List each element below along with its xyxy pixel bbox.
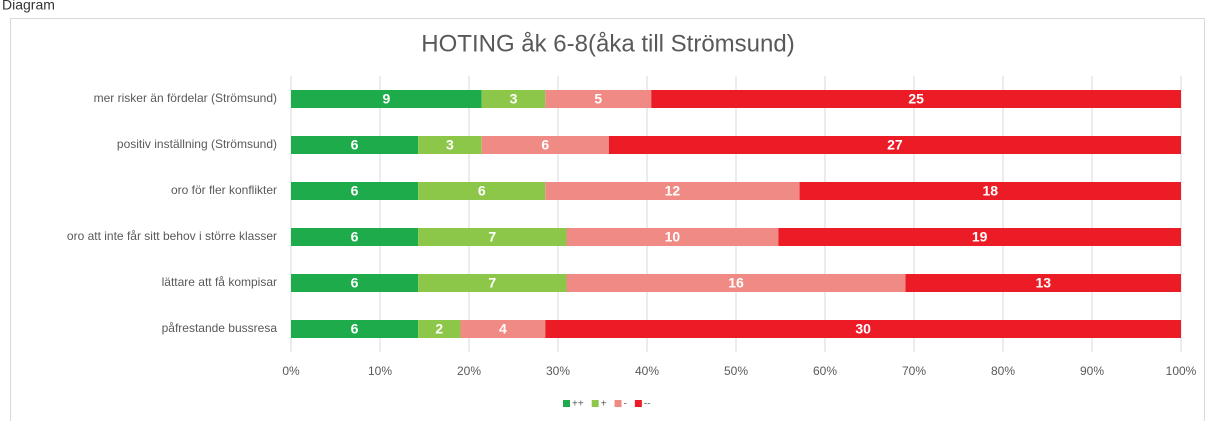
bar-segment	[778, 228, 1181, 246]
bar-segment	[418, 320, 461, 338]
bar-segment	[418, 182, 546, 200]
data-label: 2	[435, 321, 443, 337]
x-tick-label: 30%	[546, 364, 570, 378]
caption: Diagram	[2, 0, 55, 13]
x-tick-label: 0%	[282, 364, 300, 378]
y-tick-label: oro för fler konflikter	[171, 183, 277, 197]
bar-segment	[905, 274, 1181, 292]
y-tick-label: påfrestande bussresa	[162, 321, 278, 335]
data-label: 4	[499, 321, 507, 337]
x-tick-label: 10%	[368, 364, 392, 378]
data-label: 6	[351, 275, 359, 291]
data-label: 6	[541, 137, 549, 153]
data-label: 9	[382, 91, 390, 107]
bar-segment	[566, 228, 779, 246]
x-tick-label: 60%	[813, 364, 837, 378]
data-label: 16	[728, 275, 744, 291]
bar-segment	[291, 90, 482, 108]
bar-segment	[481, 90, 546, 108]
data-label: 10	[665, 229, 681, 245]
bar-segment	[291, 320, 419, 338]
chart-frame	[10, 18, 1205, 421]
x-tick-label: 80%	[991, 364, 1015, 378]
legend-label: --	[644, 399, 651, 410]
data-label: 6	[351, 229, 359, 245]
data-label: 6	[351, 183, 359, 199]
legend-swatch	[563, 400, 570, 407]
bar-segment	[291, 274, 419, 292]
bar-segment	[418, 274, 567, 292]
chart-title: HOTING åk 6-8(åka till Strömsund)	[421, 30, 794, 57]
data-label: 30	[855, 321, 871, 337]
y-tick-label: positiv inställning (Strömsund)	[117, 137, 277, 151]
x-tick-label: 20%	[457, 364, 481, 378]
data-label: 5	[594, 91, 602, 107]
bar-segment	[545, 182, 800, 200]
bar-segment	[481, 136, 609, 154]
legend-label: ++	[572, 399, 584, 410]
data-label: 27	[887, 137, 903, 153]
bar-segment	[799, 182, 1181, 200]
data-label: 6	[351, 137, 359, 153]
data-label: 7	[488, 275, 496, 291]
data-label: 6	[351, 321, 359, 337]
bar-segment	[291, 182, 419, 200]
x-tick-label: 90%	[1080, 364, 1104, 378]
bar-segment	[418, 136, 482, 154]
bar-segment	[566, 274, 906, 292]
legend-swatch	[591, 400, 599, 407]
y-tick-label: lättare att få kompisar	[162, 275, 277, 289]
data-label: 12	[665, 183, 681, 199]
legend-swatch	[634, 400, 642, 407]
bar-segment	[418, 228, 567, 246]
y-tick-label: mer risker än fördelar (Strömsund)	[94, 91, 277, 105]
legend-label: -	[624, 399, 627, 410]
y-tick-label: oro att inte får sitt behov i större kla…	[67, 229, 277, 243]
bar-segment	[545, 90, 652, 108]
bar-segment	[608, 136, 1181, 154]
legend-label: +	[601, 399, 607, 410]
data-label: 7	[488, 229, 496, 245]
x-tick-label: 70%	[902, 364, 926, 378]
bar-segment	[460, 320, 546, 338]
x-tick-label: 40%	[635, 364, 659, 378]
bar-segment	[545, 320, 1181, 338]
data-label: 3	[446, 137, 454, 153]
data-label: 6	[478, 183, 486, 199]
legend-swatch	[614, 400, 622, 407]
data-label: 18	[982, 183, 998, 199]
x-tick-label: 50%	[724, 364, 748, 378]
bar-segment	[651, 90, 1181, 108]
data-label: 19	[972, 229, 988, 245]
data-label: 13	[1035, 275, 1051, 291]
bar-segment	[291, 136, 419, 154]
data-label: 25	[908, 91, 924, 107]
data-label: 3	[510, 91, 518, 107]
x-tick-label: 100%	[1166, 364, 1197, 378]
bar-segment	[291, 228, 419, 246]
